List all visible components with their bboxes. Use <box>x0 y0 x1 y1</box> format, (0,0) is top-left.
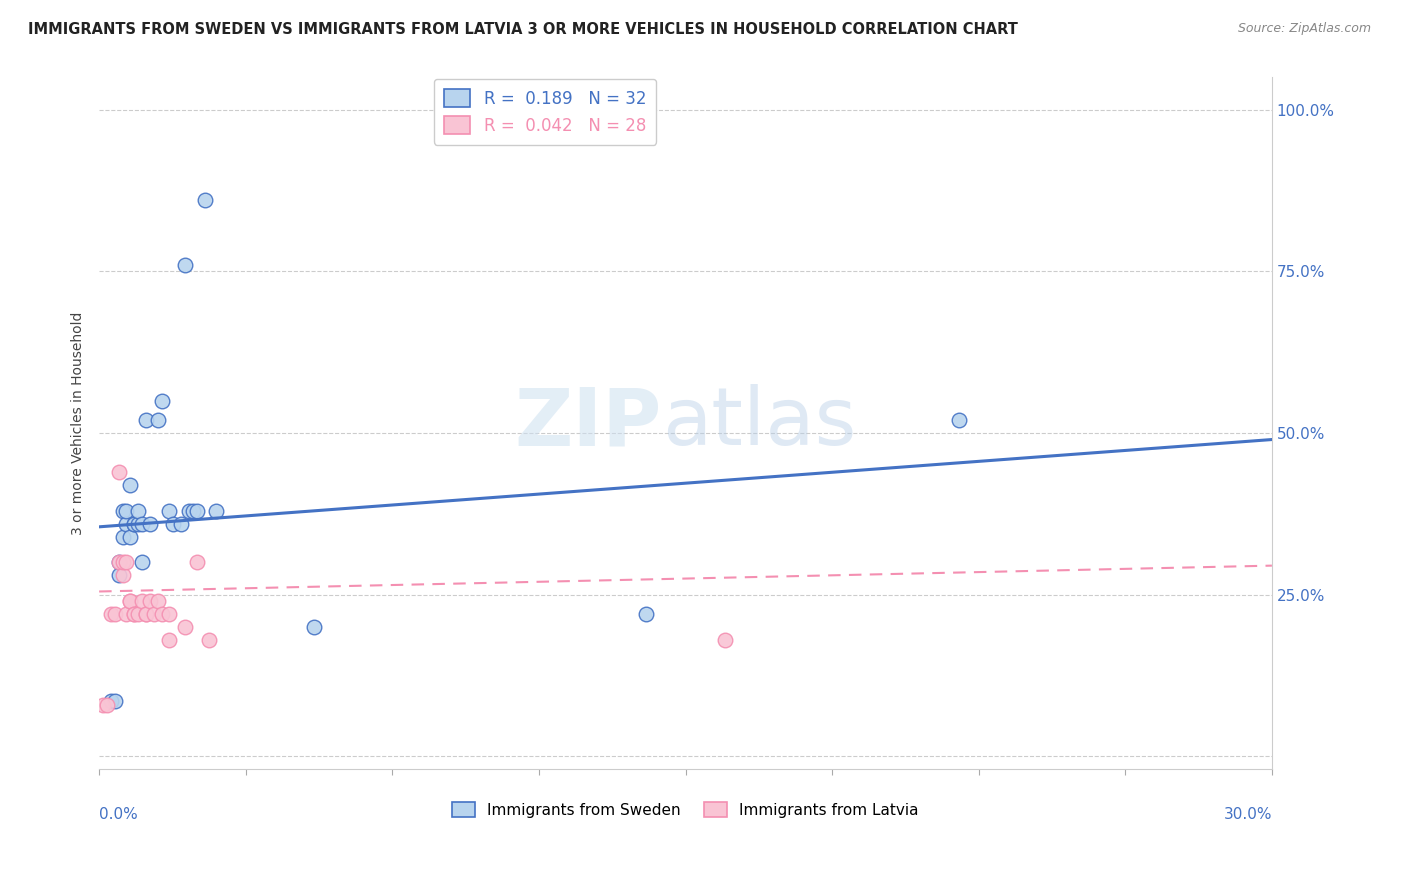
Point <box>115 516 138 531</box>
Point <box>107 568 129 582</box>
Text: IMMIGRANTS FROM SWEDEN VS IMMIGRANTS FROM LATVIA 3 OR MORE VEHICLES IN HOUSEHOLD: IMMIGRANTS FROM SWEDEN VS IMMIGRANTS FRO… <box>28 22 1018 37</box>
Point <box>146 594 169 608</box>
Point <box>142 607 165 621</box>
Text: 0.0%: 0.0% <box>100 807 138 822</box>
Point <box>107 555 129 569</box>
Legend: Immigrants from Sweden, Immigrants from Latvia: Immigrants from Sweden, Immigrants from … <box>446 796 925 824</box>
Point <box>174 620 197 634</box>
Point <box>100 694 122 708</box>
Point <box>111 555 134 569</box>
Point <box>131 555 153 569</box>
Text: Source: ZipAtlas.com: Source: ZipAtlas.com <box>1237 22 1371 36</box>
Point <box>139 516 162 531</box>
Point <box>135 413 157 427</box>
Point <box>120 594 142 608</box>
Point <box>135 607 157 621</box>
Point <box>124 607 146 621</box>
Point <box>150 393 173 408</box>
Point <box>104 694 127 708</box>
Point <box>302 620 325 634</box>
Point <box>91 698 114 712</box>
Point <box>111 529 134 543</box>
Point <box>713 632 735 647</box>
Point <box>115 503 138 517</box>
Point <box>162 516 184 531</box>
Point <box>127 607 149 621</box>
Point <box>111 568 134 582</box>
Point <box>127 516 149 531</box>
Point <box>186 555 208 569</box>
Text: ZIP: ZIP <box>515 384 662 462</box>
Point <box>120 594 142 608</box>
Point <box>139 594 162 608</box>
Point <box>131 594 153 608</box>
Point <box>107 555 129 569</box>
Point <box>124 516 146 531</box>
Point <box>100 607 122 621</box>
Point <box>159 503 181 517</box>
Text: atlas: atlas <box>662 384 856 462</box>
Y-axis label: 3 or more Vehicles in Household: 3 or more Vehicles in Household <box>72 311 86 535</box>
Point <box>104 607 127 621</box>
Point <box>96 698 118 712</box>
Point <box>636 607 658 621</box>
Point <box>115 607 138 621</box>
Point <box>131 516 153 531</box>
Point <box>194 194 217 208</box>
Point <box>181 503 204 517</box>
Point <box>120 477 142 491</box>
Point <box>948 413 970 427</box>
Point <box>205 503 228 517</box>
Point <box>120 529 142 543</box>
Point <box>197 632 219 647</box>
Point <box>186 503 208 517</box>
Point <box>150 607 173 621</box>
Point <box>135 607 157 621</box>
Point <box>159 607 181 621</box>
Point <box>124 607 146 621</box>
Point <box>159 632 181 647</box>
Text: 30.0%: 30.0% <box>1223 807 1272 822</box>
Point <box>115 555 138 569</box>
Point <box>146 413 169 427</box>
Point <box>174 258 197 272</box>
Point <box>170 516 193 531</box>
Point <box>127 503 149 517</box>
Point <box>107 465 129 479</box>
Point <box>124 516 146 531</box>
Point <box>177 503 200 517</box>
Point <box>111 503 134 517</box>
